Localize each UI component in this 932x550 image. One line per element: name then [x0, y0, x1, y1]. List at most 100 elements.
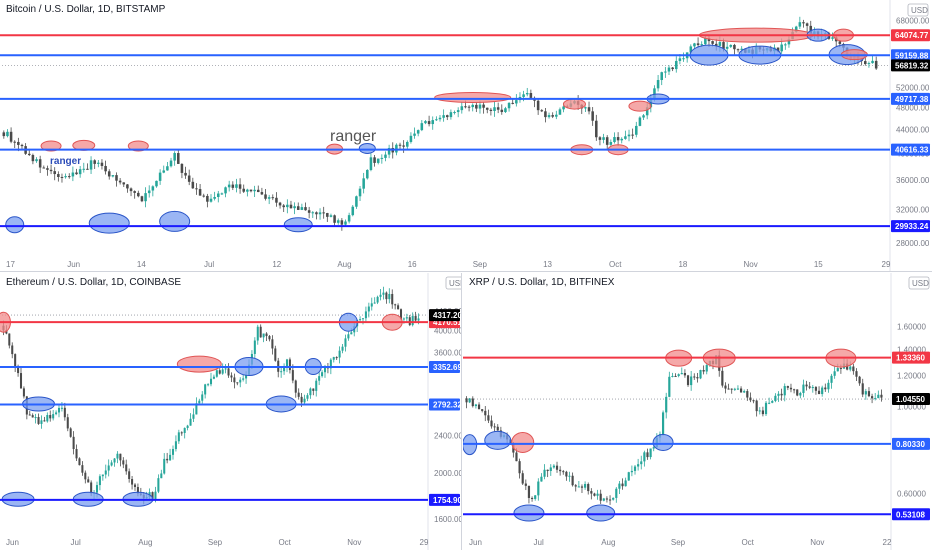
xrp-candle-body	[465, 398, 468, 403]
btc-candle-body	[235, 184, 238, 188]
btc-candle-body	[57, 174, 60, 177]
xrp-candle-body	[855, 371, 858, 377]
eth-candle-body	[131, 479, 134, 485]
btc-candle-body	[169, 160, 173, 167]
btc-candle-body	[794, 26, 798, 32]
btc-candle-body	[64, 176, 67, 178]
btc-candle-body	[111, 175, 115, 177]
xrp-candle-body	[736, 388, 740, 390]
xrp-candle-body	[577, 486, 580, 488]
btc-candle-body	[362, 178, 365, 189]
btc-candle-body	[329, 215, 333, 217]
xrp-candle-body	[768, 402, 771, 404]
btc-resistance-highlight	[40, 140, 62, 152]
btc-resistance-highlight	[628, 100, 652, 112]
xrp-candle-body	[534, 495, 537, 499]
eth-candle-body	[87, 479, 90, 483]
btc-candle-body	[711, 41, 714, 44]
btc-x-tick-label: Oct	[609, 260, 622, 269]
btc-candle-body	[344, 221, 347, 225]
xrp-y-tick-label: 1.40000	[897, 345, 926, 354]
eth-candle-body	[344, 338, 347, 347]
xrp-candle-body	[671, 375, 674, 377]
btc-candle-body	[867, 63, 871, 65]
btc-candle-body	[253, 189, 256, 192]
eth-x-tick-label: Sep	[208, 538, 223, 547]
eth-candle-body	[55, 412, 58, 415]
xrp-level-label: 1.33360	[896, 354, 925, 363]
eth-candle-body	[95, 485, 99, 493]
eth-candle-body	[294, 380, 297, 393]
btc-candle-body	[402, 145, 405, 147]
btc-candle-body	[311, 212, 315, 214]
xrp-candle-body	[764, 402, 768, 415]
btc-x-tick-label: Nov	[743, 260, 757, 269]
btc-candle-body	[656, 80, 660, 89]
xrp-candle-body	[674, 375, 677, 377]
btc-candle-body	[493, 107, 496, 111]
eth-candle-body	[209, 378, 213, 385]
eth-candle-body	[31, 415, 34, 418]
eth-candle-body	[22, 388, 25, 397]
btc-candle-body	[544, 111, 547, 118]
eth-resistance-highlight	[176, 355, 222, 373]
eth-candle-body	[253, 340, 256, 354]
eth-candle-body	[107, 465, 110, 471]
btc-candle-body	[787, 39, 791, 45]
btc-candle-body	[286, 204, 289, 208]
eth-candle-body	[359, 319, 362, 321]
btc-candle-body	[740, 48, 743, 50]
xrp-candle-body	[780, 393, 783, 396]
xrp-x-tick-label: Nov	[810, 538, 824, 547]
eth-level-label-bg	[429, 360, 460, 373]
eth-candle-body	[98, 476, 101, 486]
btc-candle-body	[398, 144, 402, 146]
xrp-candle-body	[665, 396, 668, 413]
xrp-candle-body	[864, 391, 867, 395]
btc-candle-body	[366, 169, 369, 179]
eth-candle-body	[169, 454, 172, 461]
xrp-candle-body	[805, 384, 808, 387]
btc-y-tick-label: 28000.00	[896, 239, 930, 248]
eth-candle-body	[212, 376, 215, 379]
btc-chart-svg[interactable]: 68000.0052000.0048000.0044000.0040000.00…	[0, 0, 932, 272]
btc-support-highlight	[88, 212, 130, 234]
eth-candle-body	[361, 318, 365, 320]
eth-level-label-bg	[429, 398, 460, 411]
xrp-chart-svg[interactable]: 1.60000 1.40000 1.20000 1.00000 0.60000 USD Ju…	[463, 273, 932, 550]
btc-level-label-bg	[891, 29, 930, 42]
btc-candle-body	[693, 43, 696, 47]
xrp-candle-body	[705, 365, 708, 372]
xrp-candle-body	[743, 391, 746, 393]
xrp-candle-body	[802, 384, 805, 393]
eth-candle-body	[268, 336, 271, 340]
btc-candle-body	[282, 205, 285, 208]
btc-candle-body	[384, 154, 387, 158]
btc-candle-body	[682, 58, 685, 60]
btc-candle-body	[27, 153, 31, 156]
btc-y-tick-label: 36000.00	[896, 176, 930, 185]
btc-candle-body	[416, 130, 420, 134]
eth-y-tick-label: 4000.00	[434, 327, 462, 336]
eth-candle-body	[75, 449, 78, 459]
eth-candle-body	[8, 333, 11, 346]
btc-candle-body	[140, 196, 144, 202]
eth-candle-body	[271, 339, 274, 349]
eth-candle-body	[133, 484, 137, 488]
xrp-candle-body	[540, 476, 543, 482]
btc-candle-body	[151, 186, 155, 191]
xrp-candle-body	[646, 452, 649, 458]
btc-candle-body	[289, 204, 293, 209]
xrp-candle-body	[771, 401, 774, 403]
xrp-candle-body	[559, 469, 562, 472]
eth-candle-body	[335, 357, 338, 359]
eth-chart-svg[interactable]: 4400.004000.003600.002400.002000.001600.…	[0, 273, 462, 550]
eth-candle-body	[78, 458, 81, 466]
eth-candle-body	[321, 372, 324, 377]
eth-candle-body	[189, 418, 192, 426]
eth-candle-body	[28, 414, 31, 416]
xrp-candle-body	[733, 388, 736, 390]
btc-candle-body	[206, 195, 209, 202]
eth-candle-body	[177, 432, 180, 442]
eth-candle-body	[11, 345, 14, 355]
